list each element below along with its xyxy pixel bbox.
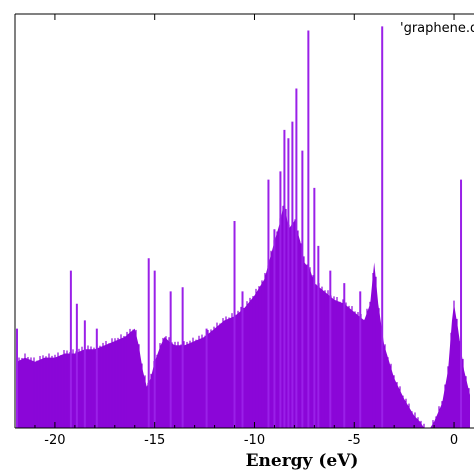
x-axis-title: Energy (eV) bbox=[246, 451, 359, 471]
x-tick-label: -15 bbox=[144, 433, 165, 448]
x-tick-label: -10 bbox=[244, 433, 265, 448]
x-tick-label: 0 bbox=[450, 433, 458, 448]
legend-entry: 'graphene.d bbox=[400, 21, 474, 36]
x-axis-ticks: -20 -15 -10 -5 0 bbox=[34, 14, 458, 448]
x-tick-label: -5 bbox=[348, 433, 361, 448]
axis-frame bbox=[14, 13, 474, 429]
x-tick-label: -20 bbox=[44, 433, 65, 448]
plot-area bbox=[15, 26, 470, 428]
